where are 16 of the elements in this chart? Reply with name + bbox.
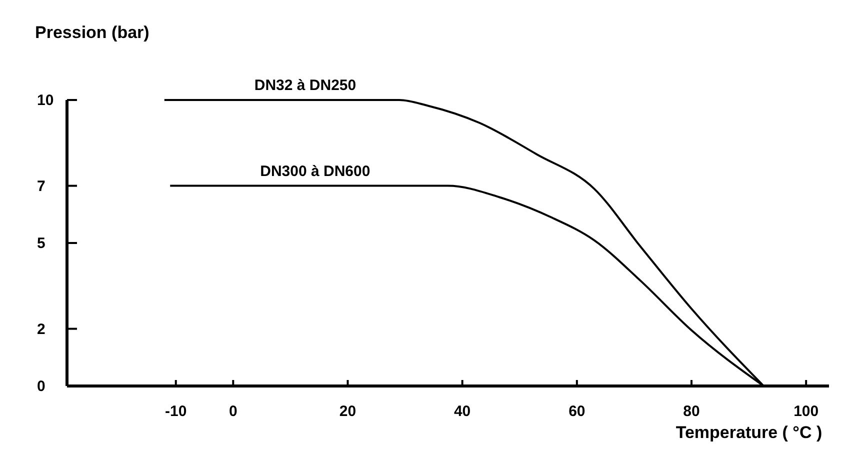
- x-tick-label: 40: [454, 403, 471, 420]
- x-tick-label: 60: [568, 403, 586, 420]
- y-tick-label: 0: [37, 378, 46, 395]
- series-label: DN32 à DN250: [254, 77, 356, 94]
- series-label: DN300 à DN600: [260, 162, 370, 180]
- y-tick-label: 7: [37, 178, 46, 195]
- x-tick-label: 20: [339, 403, 356, 420]
- x-tick-label: 0: [228, 403, 238, 420]
- x-tick-label: 100: [794, 403, 819, 420]
- x-tick-label: -10: [165, 403, 187, 420]
- y-axis-title: Pression (bar): [35, 23, 150, 42]
- y-tick-label: 2: [37, 320, 46, 338]
- y-tick-label: 10: [37, 92, 54, 109]
- x-tick-label: 80: [683, 403, 700, 420]
- x-axis-title: Temperature ( °C ): [676, 423, 822, 442]
- y-tick-label: 5: [37, 235, 46, 252]
